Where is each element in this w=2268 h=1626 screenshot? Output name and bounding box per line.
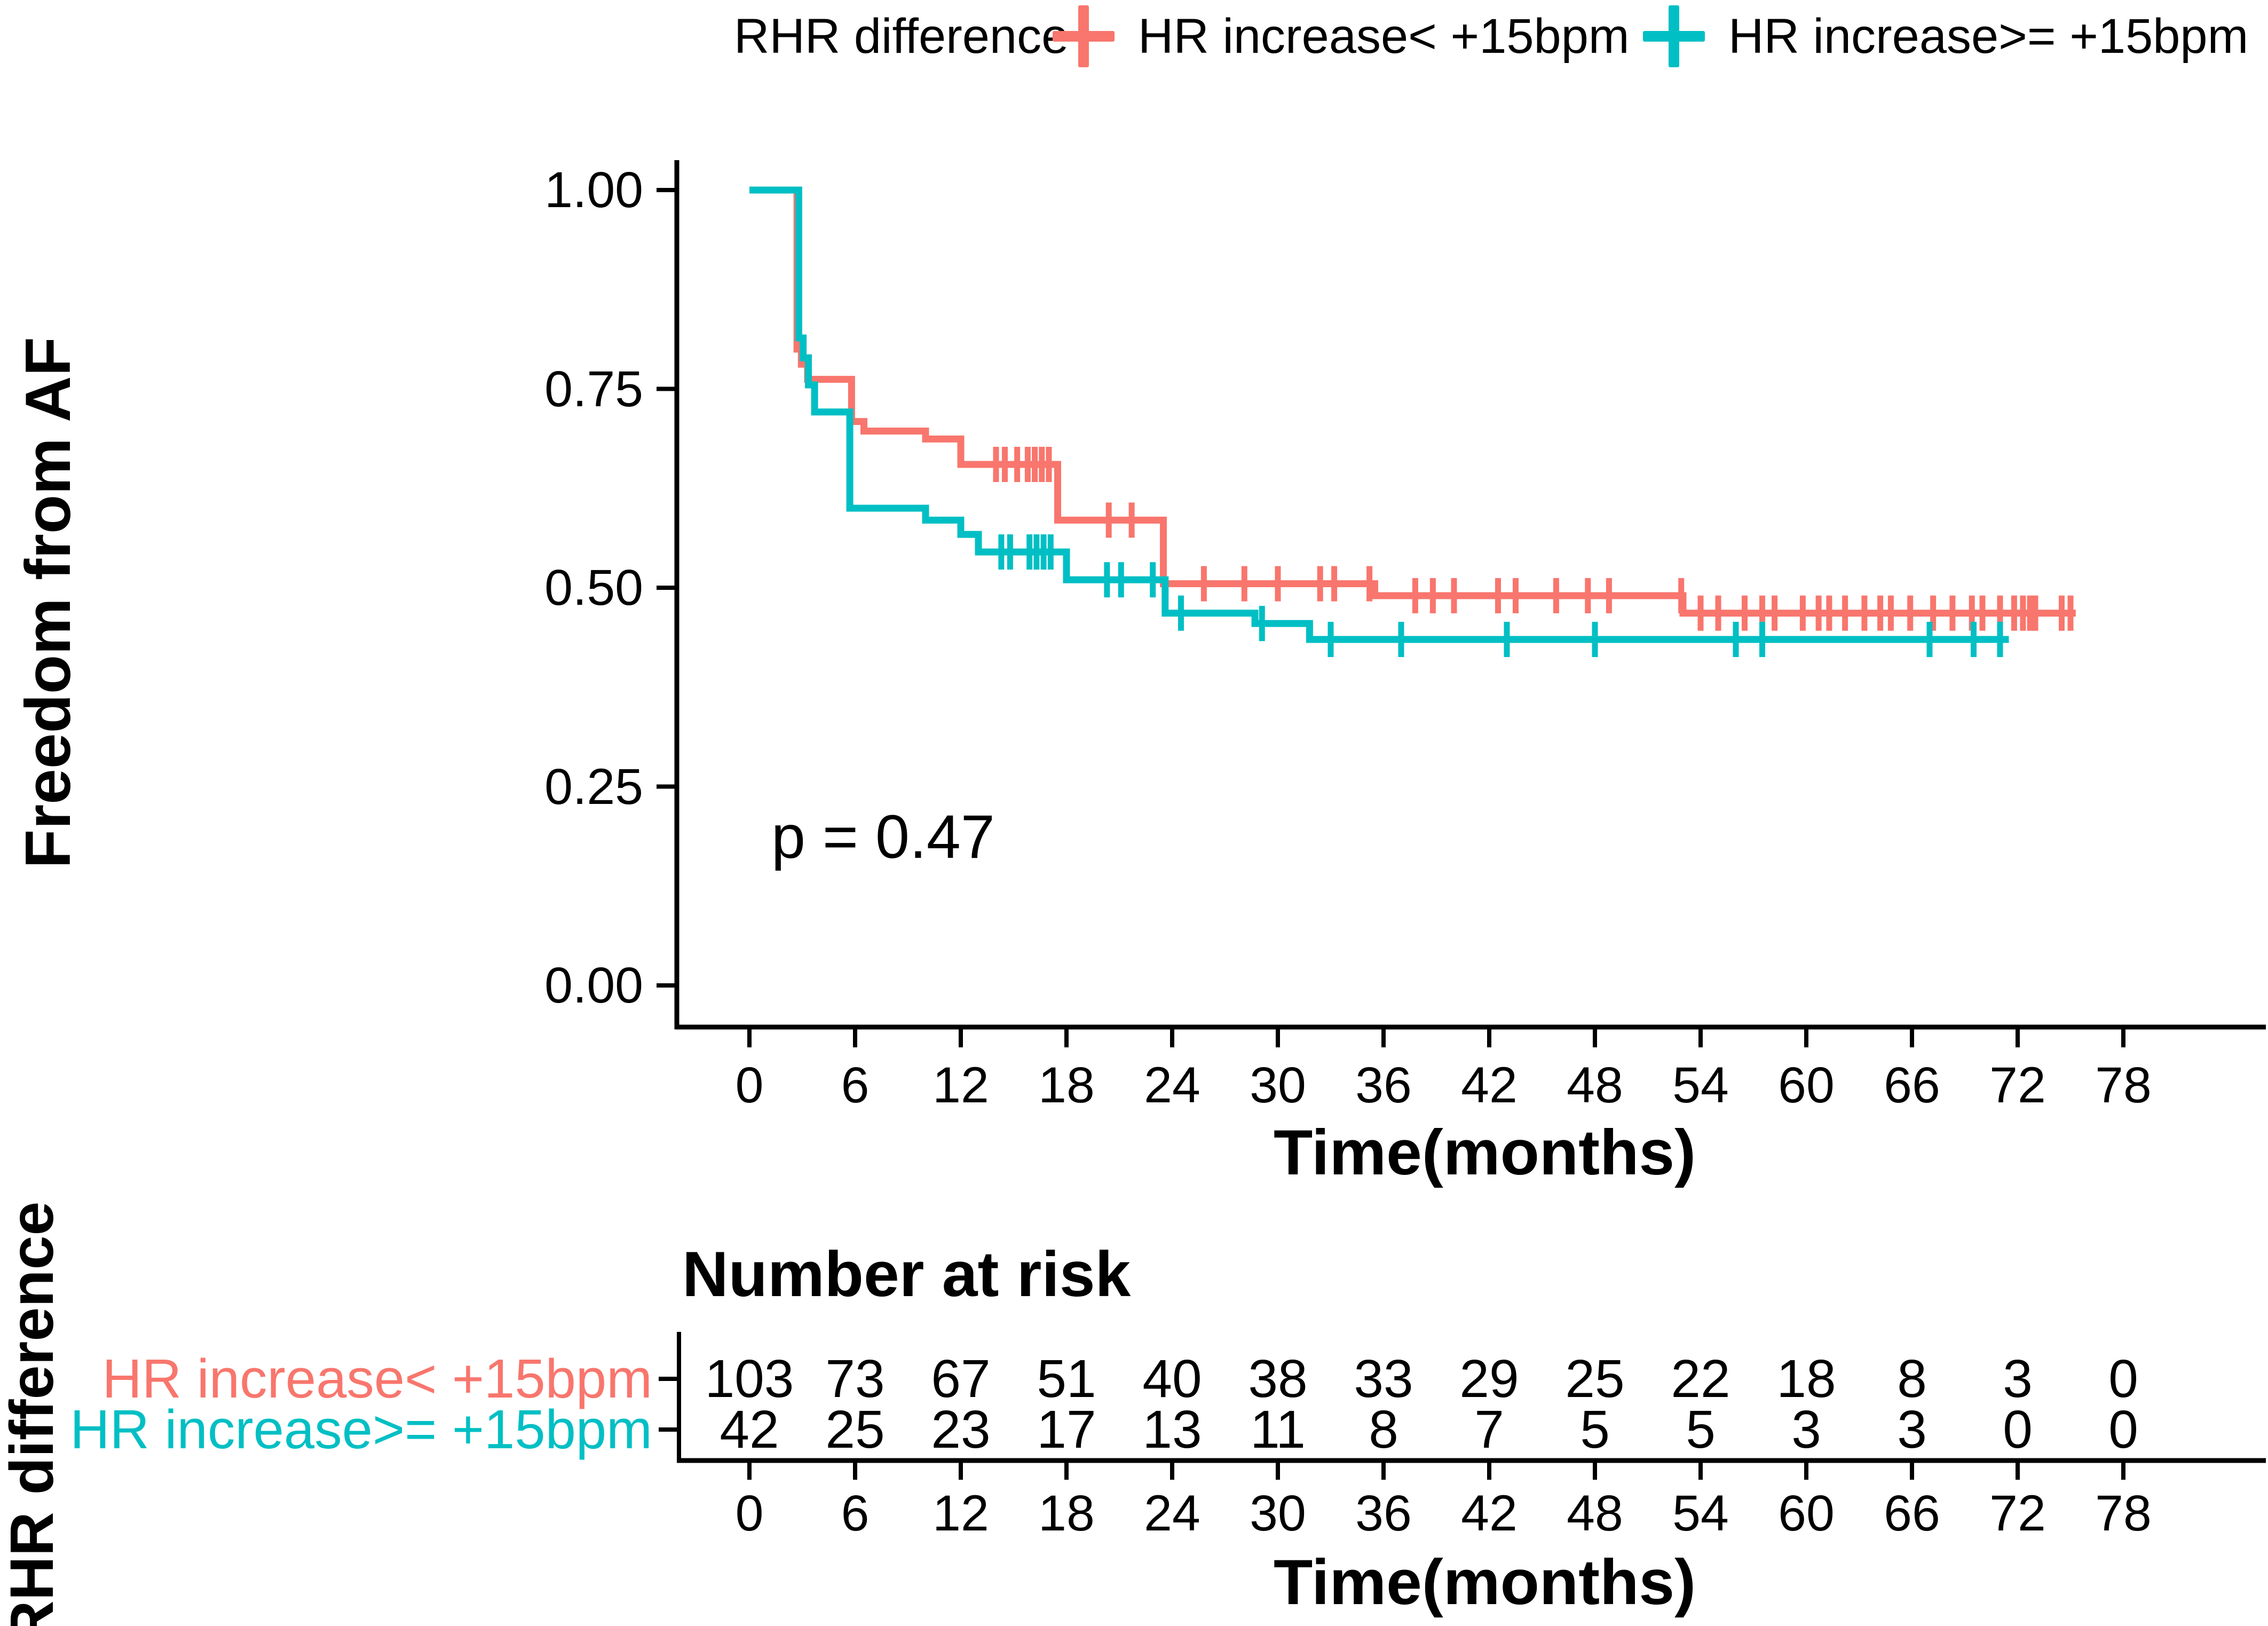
x-tick-label: 60 xyxy=(1778,1057,1835,1114)
risk-x-tick-label: 42 xyxy=(1461,1485,1518,1542)
risk-x-tick-label: 12 xyxy=(933,1485,989,1542)
risk-count-cell: 33 xyxy=(1354,1349,1413,1409)
risk-count-cell: 0 xyxy=(2003,1400,2033,1459)
y-tick-label: 0.25 xyxy=(544,758,643,815)
x-tick-label: 18 xyxy=(1038,1057,1095,1114)
risk-count-cell: 3 xyxy=(1791,1400,1821,1459)
x-tick-label: 24 xyxy=(1144,1057,1200,1114)
risk-x-tick-label: 60 xyxy=(1778,1485,1835,1542)
x-tick-label: 66 xyxy=(1884,1057,1940,1114)
risk-count-cell: 13 xyxy=(1142,1400,1202,1459)
risk-count-cell: 38 xyxy=(1248,1349,1308,1409)
risk-count-cell: 73 xyxy=(825,1349,885,1409)
risk-count-cell: 25 xyxy=(825,1400,885,1459)
risk-count-cell: 8 xyxy=(1897,1349,1927,1409)
risk-row-label-ge15: HR increase>= +15bpm xyxy=(70,1399,652,1460)
risk-count-cell: 17 xyxy=(1037,1400,1096,1459)
risk-count-cell: 23 xyxy=(931,1400,991,1459)
censor-plus-icon xyxy=(1053,5,1115,67)
risk-table-title: Number at risk xyxy=(682,1238,1131,1310)
risk-x-tick-label: 0 xyxy=(735,1485,764,1542)
risk-count-cell: 5 xyxy=(1686,1400,1716,1459)
risk-x-tick-label: 78 xyxy=(2095,1485,2152,1542)
risk-count-cell: 0 xyxy=(2108,1349,2138,1409)
risk-count-cell: 8 xyxy=(1369,1400,1398,1459)
risk-x-tick-label: 66 xyxy=(1884,1485,1940,1542)
legend-item-label-lt15: HR increase< +15bpm xyxy=(1138,9,1630,64)
risk-x-tick-label: 24 xyxy=(1144,1485,1200,1542)
y-tick-label: 0.50 xyxy=(544,559,643,616)
y-tick-label: 1.00 xyxy=(544,162,643,218)
x-tick-label: 54 xyxy=(1672,1057,1729,1114)
risk-count-cell: 18 xyxy=(1776,1349,1836,1409)
legend-item-label-ge15: HR increase>= +15bpm xyxy=(1728,9,2249,64)
risk-count-cell: 51 xyxy=(1037,1349,1096,1409)
risk-count-cell: 11 xyxy=(1250,1400,1306,1459)
x-tick-label: 42 xyxy=(1461,1057,1518,1114)
risk-count-cell: 29 xyxy=(1459,1349,1519,1409)
risk-row-label-lt15: HR increase< +15bpm xyxy=(102,1348,652,1409)
y-tick-label: 0.75 xyxy=(544,360,643,417)
risk-count-cell: 25 xyxy=(1565,1349,1625,1409)
risk-x-tick-label: 36 xyxy=(1355,1485,1412,1542)
x-tick-label: 48 xyxy=(1567,1057,1623,1114)
y-tick-label: 0.00 xyxy=(544,957,643,1014)
risk-count-cell: 42 xyxy=(720,1400,779,1459)
risk-x-tick-label: 72 xyxy=(1989,1485,2046,1542)
survival-curve-lt15 xyxy=(749,186,2076,617)
legend-title: RHR difference xyxy=(734,9,1069,64)
risk-x-tick-label: 18 xyxy=(1038,1485,1095,1542)
risk-x-tick-label: 6 xyxy=(841,1485,870,1542)
risk-count-cell: 7 xyxy=(1474,1400,1504,1459)
risk-x-tick-label: 30 xyxy=(1250,1485,1306,1542)
risk-x-tick-label: 54 xyxy=(1672,1485,1729,1542)
risk-count-cell: 3 xyxy=(2003,1349,2033,1409)
x-axis-title: Time(months) xyxy=(1274,1117,1696,1188)
risk-count-cell: 5 xyxy=(1580,1400,1610,1459)
risk-count-cell: 22 xyxy=(1671,1349,1730,1409)
risk-count-cell: 67 xyxy=(931,1349,991,1409)
x-tick-label: 6 xyxy=(841,1057,870,1114)
risk-count-cell: 0 xyxy=(2108,1400,2138,1459)
x-tick-label: 78 xyxy=(2095,1057,2152,1114)
x-tick-label: 36 xyxy=(1355,1057,1412,1114)
x-tick-label: 30 xyxy=(1250,1057,1306,1114)
x-tick-label: 72 xyxy=(1989,1057,2046,1114)
survival-curve-ge15 xyxy=(749,186,2009,643)
censor-plus-icon xyxy=(1643,5,1705,67)
risk-count-cell: 40 xyxy=(1142,1349,1202,1409)
risk-x-tick-label: 48 xyxy=(1567,1485,1623,1542)
risk-count-cell: 103 xyxy=(705,1349,794,1409)
p-value-annotation: p = 0.47 xyxy=(771,803,995,871)
x-tick-label: 12 xyxy=(933,1057,989,1114)
x-tick-label: 0 xyxy=(735,1057,764,1114)
risk-table-x-axis-title: Time(months) xyxy=(1274,1546,1696,1618)
risk-count-cell: 3 xyxy=(1897,1400,1927,1459)
